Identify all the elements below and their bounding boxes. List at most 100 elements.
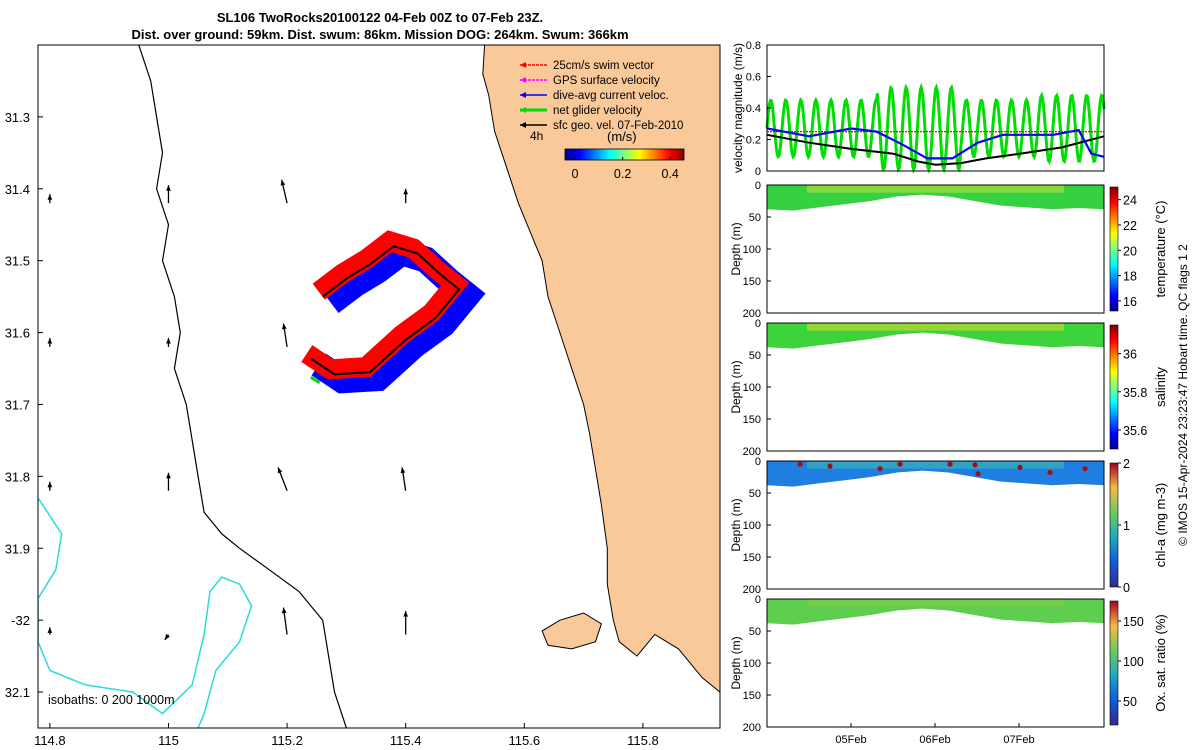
island (541, 612, 602, 650)
legend-arrowhead-2 (520, 92, 526, 98)
chl-high-point-4 (975, 471, 981, 477)
time-xtick-label: 05Feb (835, 734, 866, 746)
chl-high-point-6 (1047, 469, 1053, 476)
section-ytick-label-2: 100 (743, 520, 761, 532)
section-ylabel-0: Depth (m) (729, 222, 743, 275)
chl-high-point-2 (877, 466, 883, 472)
colorbar-tick-label: 0 (572, 167, 579, 181)
section-ylabel-1: Depth (m) (729, 360, 743, 413)
geo-vector-head-4 (166, 185, 171, 191)
section-ytick-label-0: 150 (743, 276, 761, 288)
geo-vector-head-2 (47, 481, 53, 488)
section-clabel-2: chl-a (mg m-3) (1153, 483, 1168, 568)
velocity-ytick-label: 0.4 (746, 103, 761, 115)
map-ytick-label: 31.4 (5, 182, 30, 197)
map-xtick-label: 115.2 (271, 733, 303, 748)
chl-high-point-9 (947, 461, 953, 467)
map-panel: 114.8 115 115.2 115.4 115.6 115.8 31.3 31.4 31.5… (5, 44, 721, 748)
section-ylabel-2: Depth (m) (729, 498, 743, 551)
map-ytick-label: 31.7 (5, 397, 30, 412)
legend-label-1: GPS surface velocity (553, 75, 660, 87)
section-ylabel-3: Depth (m) (729, 636, 743, 689)
section-ytick-label-3: 50 (749, 626, 761, 638)
section-surface-layer-0 (807, 185, 1064, 193)
chl-high-point-3 (972, 462, 978, 468)
section-ytick-label-0: 100 (743, 244, 761, 256)
time-xtick-label: 07Feb (1003, 734, 1034, 746)
colorbar-side-label: 4h (530, 129, 543, 143)
section-ytick-label-1: 200 (743, 446, 761, 458)
geo-vector-head-13 (400, 467, 406, 474)
section-ytick-label-2: 50 (749, 488, 761, 500)
section-ytick-label-2: 200 (743, 584, 761, 596)
map-colorbar (564, 148, 685, 161)
section-ytick-label-1: 150 (743, 414, 761, 426)
section-ytick-label-3: 150 (743, 690, 761, 702)
map-ytick-label: -32 (11, 613, 30, 628)
section-surface-layer-2 (807, 461, 1064, 469)
section-ytick-label-2: 0 (755, 456, 761, 468)
map-xtick-label: 115.4 (390, 733, 422, 748)
section-colorbar-3 (1109, 600, 1119, 726)
section-surface-layer-3 (807, 599, 1064, 607)
section-ctick-label-2: 1 (1123, 519, 1130, 533)
plot-title-line2: Dist. over ground: 59km. Dist. swum: 86k… (131, 27, 629, 42)
section-ctick-label-3: 150 (1123, 615, 1144, 629)
isobath-200m (38, 497, 253, 728)
legend-arrowhead-3 (520, 107, 526, 113)
section-clabel-0: temperature (°C) (1153, 201, 1168, 298)
section-clabel-1: salinity (1153, 367, 1168, 407)
section-ytick-label-0: 50 (749, 212, 761, 224)
section-surface-layer-1 (807, 323, 1064, 331)
geo-vector-head-14 (403, 611, 409, 617)
section-colorbar-1 (1109, 324, 1119, 450)
section-ytick-label-3: 100 (743, 658, 761, 670)
geo-vector-head-1 (47, 337, 53, 344)
legend-label-2: dive-avg current veloc. (553, 90, 669, 102)
time-xtick-label: 06Feb (919, 734, 950, 746)
swim-vector-band (301, 230, 470, 380)
geo-vector-head-5 (166, 337, 171, 344)
coastline (482, 45, 720, 693)
chl-high-point-7 (1082, 466, 1088, 472)
geo-vector-head-8 (280, 179, 286, 186)
map-xtick-label: 114.8 (34, 733, 66, 748)
dive-avg-current-series (766, 127, 1105, 160)
velocity-ytick-label: 0 (755, 166, 761, 178)
section-ctick-label-0: 20 (1123, 244, 1137, 258)
legend-arrowhead-4 (520, 122, 526, 128)
section-colorbar-2 (1109, 462, 1119, 588)
geo-vector-head-11 (281, 607, 287, 614)
section-ctick-label-2: 0 (1123, 581, 1130, 595)
map-xtick-label: 115.8 (627, 733, 659, 748)
colorbar-units: (m/s) (607, 129, 637, 144)
isobath-label: isobaths: 0 200 1000m (48, 693, 174, 707)
legend-label-0: 25cm/s swim vector (553, 60, 654, 72)
net-glider-velocity (309, 375, 321, 385)
sfc-geo-velocity-series (766, 133, 1105, 166)
velocity-ytick-label: 0.6 (746, 72, 761, 84)
chl-high-point-0 (797, 461, 803, 467)
legend-label-3: net glider velocity (553, 105, 642, 117)
map-ytick-label: 31.8 (5, 469, 30, 484)
section-ctick-label-3: 50 (1123, 695, 1137, 709)
section-ytick-label-0: 200 (743, 308, 761, 320)
map-xtick-label: 115.6 (509, 733, 541, 748)
section-ctick-label-3: 100 (1123, 655, 1144, 669)
map-plot-area (38, 45, 720, 728)
section-ytick-label-1: 0 (755, 318, 761, 330)
credit-footer: © IMOS 15-Apr-2024 23:23:47 Hobart time.… (1176, 244, 1190, 546)
geo-vector-head-3 (47, 627, 53, 633)
map-ytick-label: 31.6 (5, 326, 30, 341)
section-ctick-label-0: 22 (1123, 219, 1137, 233)
map-ytick-label: 31.5 (5, 254, 30, 269)
colorbar-tick-label: 0.2 (614, 167, 631, 181)
geo-vector-head-6 (166, 472, 171, 479)
velocity-ylabel: velocity magnitude (m/s) (731, 43, 745, 173)
chl-high-point-5 (1017, 464, 1023, 470)
map-axes-frame (37, 44, 721, 729)
geo-vector-head-12 (403, 188, 409, 195)
section-ytick-label-1: 50 (749, 350, 761, 362)
legend-label-4: sfc geo. vel. 07-Feb-2010 (553, 120, 683, 132)
